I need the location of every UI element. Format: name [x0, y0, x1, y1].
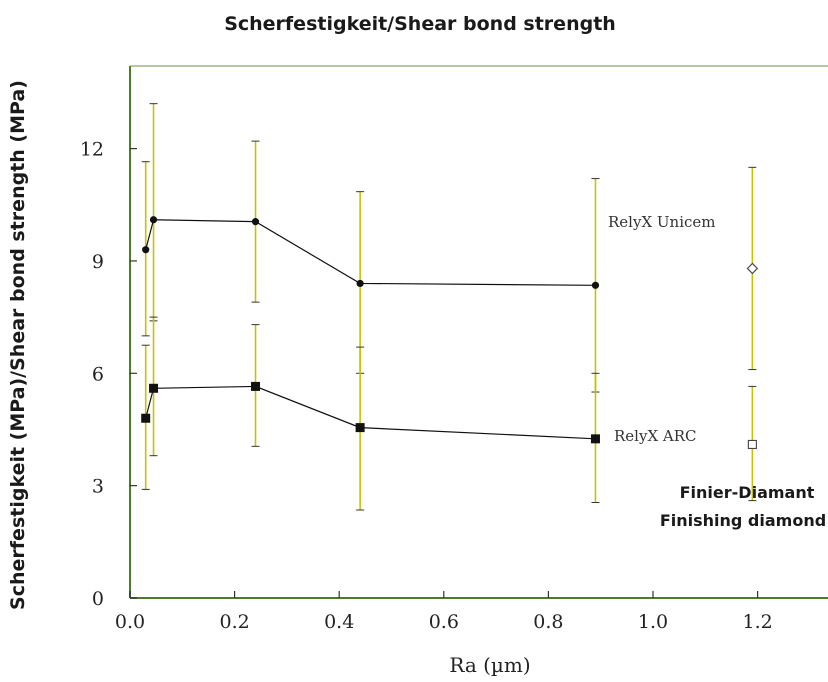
series-lines	[145, 219, 596, 440]
label-finishing-diamond: Finishing diamond	[660, 511, 826, 530]
y-tick-label: 6	[92, 363, 104, 385]
x-axis-label: Ra (µm)	[449, 653, 530, 677]
data-point-square	[590, 434, 600, 444]
data-point-circle	[142, 246, 150, 254]
series-line	[145, 219, 596, 286]
label-relyx-unicem: RelyX Unicem	[608, 213, 716, 231]
label-relyx-arc: RelyX ARC	[614, 427, 697, 445]
reference-point-diamond	[746, 262, 759, 275]
x-tick-label: 0.8	[533, 611, 563, 633]
chart-title: Scherfestigkeit/Shear bond strength	[224, 13, 616, 35]
data-point-circle	[356, 279, 364, 288]
x-tick-label: 1.2	[742, 611, 772, 633]
axis-ticks: 0 3 6 9 12 0.0 0.2 0.4 0.6 0.8 1.0 1.2	[80, 139, 773, 633]
x-tick-label: 1.0	[638, 611, 668, 633]
y-tick-label: 9	[92, 251, 104, 273]
x-tick-label: 0.6	[429, 611, 459, 633]
y-axis-label: Scherfestigkeit (MPa)/Shear bond strengt…	[7, 80, 29, 610]
data-point-circle	[149, 216, 158, 224]
series-markers	[141, 216, 759, 450]
label-finier-diamant: Finier-Diamant	[680, 483, 815, 502]
error-bars	[141, 103, 757, 511]
data-point-square	[141, 413, 151, 423]
data-point-square	[251, 381, 261, 391]
y-tick-label: 0	[92, 588, 104, 610]
x-tick-label: 0.0	[115, 611, 145, 633]
x-tick-label: 0.4	[324, 611, 354, 633]
x-tick-label: 0.2	[219, 611, 249, 633]
reference-point-square	[747, 439, 757, 450]
y-tick-label: 12	[80, 139, 104, 161]
y-tick-label: 3	[92, 476, 104, 498]
data-point-square	[149, 383, 159, 393]
series-line	[145, 385, 596, 440]
data-point-circle	[591, 281, 600, 289]
data-point-circle	[251, 218, 260, 226]
axes	[129, 65, 828, 599]
data-point-square	[355, 423, 365, 433]
